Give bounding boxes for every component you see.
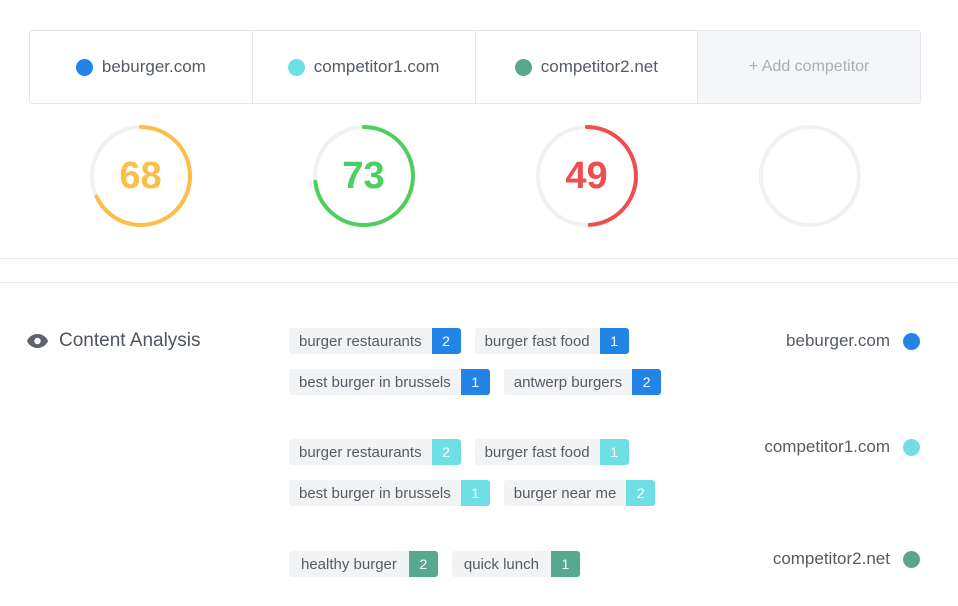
keyword-text: healthy burger bbox=[301, 555, 397, 573]
keyword-group-site: burger restaurants 2 burger fast food 1 be… bbox=[289, 328, 759, 410]
keyword-row: best burger in brussels 1 burger near me 2 bbox=[289, 480, 759, 506]
add-competitor-label: + Add competitor bbox=[748, 58, 870, 75]
keyword-text: burger restaurants bbox=[299, 443, 422, 461]
add-competitor-button[interactable]: + Add competitor bbox=[698, 31, 920, 103]
eye-icon bbox=[27, 334, 48, 348]
score-gauge: 49 bbox=[534, 123, 640, 229]
keyword-count: 2 bbox=[632, 369, 662, 395]
keyword-count: 1 bbox=[460, 369, 490, 395]
keyword-tag[interactable]: best burger in brussels 1 bbox=[289, 369, 490, 395]
keyword-count: 2 bbox=[431, 439, 461, 465]
keyword-group-competitor2: healthy burger 2 quick lunch 1 bbox=[289, 551, 759, 592]
content-analysis-title: Content Analysis bbox=[26, 330, 201, 352]
competitor-tab-competitor2[interactable]: competitor2.net bbox=[476, 31, 699, 103]
keyword-tag[interactable]: burger fast food 1 bbox=[474, 328, 629, 354]
keyword-tag[interactable]: burger restaurants 2 bbox=[289, 439, 461, 465]
section-title-text: Content Analysis bbox=[59, 330, 201, 351]
competitor-tab-competitor1[interactable]: competitor1.com bbox=[253, 31, 476, 103]
group-site-name: competitor2.net bbox=[772, 549, 890, 568]
keyword-tag[interactable]: burger restaurants 2 bbox=[289, 328, 461, 354]
group-site-label: competitor1.com bbox=[764, 437, 920, 457]
keyword-row: healthy burger 2 quick lunch 1 bbox=[289, 551, 759, 577]
divider bbox=[0, 282, 958, 283]
keyword-text: quick lunch bbox=[463, 555, 539, 573]
competitor2-color-dot bbox=[903, 550, 920, 568]
keyword-row: best burger in brussels 1 antwerp burgers… bbox=[289, 369, 759, 395]
keyword-text: burger fast food bbox=[484, 443, 590, 461]
keyword-count: 1 bbox=[599, 328, 629, 354]
keyword-text: burger near me bbox=[513, 484, 617, 502]
gauge-arc bbox=[89, 125, 192, 227]
gauge-track bbox=[758, 125, 861, 227]
keyword-count: 2 bbox=[626, 480, 656, 506]
group-site-label: beburger.com bbox=[786, 331, 920, 351]
group-site-name: competitor1.com bbox=[764, 437, 890, 456]
competitor-name: competitor2.net bbox=[540, 57, 658, 76]
keyword-tag[interactable]: best burger in brussels 1 bbox=[289, 480, 490, 506]
gauge-arc bbox=[312, 125, 415, 227]
score-gauge: 73 bbox=[311, 123, 417, 229]
keyword-tag[interactable]: burger near me 2 bbox=[503, 480, 656, 506]
keyword-text: burger fast food bbox=[484, 332, 590, 350]
keyword-tag[interactable]: healthy burger 2 bbox=[289, 551, 438, 577]
competitor1-color-dot bbox=[287, 58, 305, 76]
competitor-tab-site[interactable]: beburger.com bbox=[30, 31, 253, 103]
keyword-tag[interactable]: quick lunch 1 bbox=[451, 551, 580, 577]
keyword-text: antwerp burgers bbox=[513, 373, 623, 391]
score-value: 68 bbox=[119, 154, 162, 197]
keyword-count: 2 bbox=[408, 551, 438, 577]
divider bbox=[0, 258, 958, 259]
competitor2-color-dot bbox=[514, 58, 532, 76]
keyword-text: best burger in brussels bbox=[299, 373, 451, 391]
keyword-count: 1 bbox=[460, 480, 490, 506]
score-gauges: 68 73 49 bbox=[29, 120, 921, 232]
group-site-name: beburger.com bbox=[786, 331, 890, 350]
competitor1-color-dot bbox=[903, 438, 920, 456]
site-color-dot bbox=[903, 332, 920, 350]
competitor-name: beburger.com bbox=[101, 57, 206, 76]
keyword-count: 1 bbox=[550, 551, 580, 577]
score-gauge: 68 bbox=[88, 123, 194, 229]
competitor-bar: beburger.com competitor1.com competitor2… bbox=[29, 30, 921, 104]
keyword-row: burger restaurants 2 burger fast food 1 bbox=[289, 439, 759, 465]
group-site-label: competitor2.net bbox=[773, 549, 920, 569]
keyword-tag[interactable]: burger fast food 1 bbox=[474, 439, 629, 465]
keyword-text: best burger in brussels bbox=[299, 484, 451, 502]
keyword-text: burger restaurants bbox=[299, 332, 422, 350]
score-value: 49 bbox=[565, 154, 608, 197]
score-value bbox=[757, 123, 863, 229]
score-value: 73 bbox=[342, 154, 385, 197]
keyword-count: 2 bbox=[431, 328, 461, 354]
keyword-count: 1 bbox=[599, 439, 629, 465]
score-gauge-empty bbox=[757, 123, 863, 229]
keyword-row: burger restaurants 2 burger fast food 1 bbox=[289, 328, 759, 354]
competitor-name: competitor1.com bbox=[313, 57, 440, 76]
site-color-dot bbox=[75, 58, 93, 76]
gauge-arc bbox=[535, 125, 638, 227]
keyword-group-competitor1: burger restaurants 2 burger fast food 1 be… bbox=[289, 439, 759, 521]
keyword-tag[interactable]: antwerp burgers 2 bbox=[503, 369, 662, 395]
